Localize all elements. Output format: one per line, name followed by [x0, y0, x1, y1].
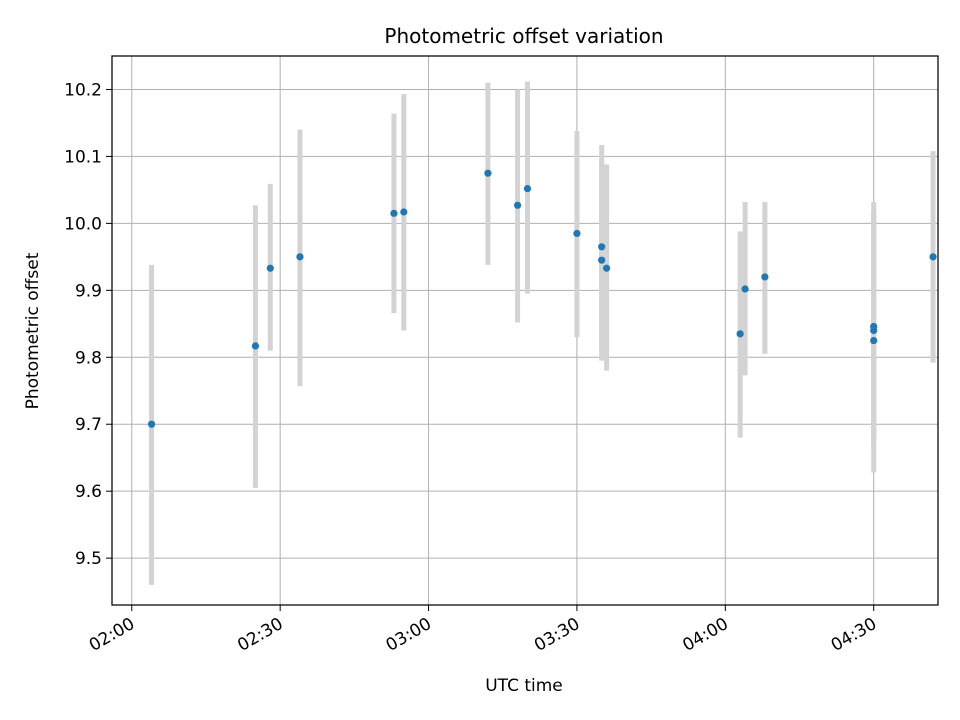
data-point: [573, 229, 581, 238]
x-axis: 02:00 02:30 03:00 03:30 04:00 04:30: [86, 605, 880, 656]
y-tick-label: 9.5: [75, 549, 102, 569]
data-point: [296, 253, 304, 261]
data-points: [147, 169, 937, 428]
y-axis-title: Photometric offset: [23, 252, 43, 409]
data-point: [484, 169, 492, 177]
plot-frame: [111, 55, 939, 606]
x-tick-label: 02:00: [86, 614, 138, 656]
data-point: [870, 322, 878, 331]
y-tick-label: 10.0: [64, 214, 102, 234]
y-tick-label: 10.1: [64, 147, 102, 167]
data-point: [523, 184, 532, 193]
x-tick-label: 03:00: [383, 614, 435, 656]
data-point: [736, 330, 744, 338]
y-tick-label: 9.8: [75, 348, 102, 368]
data-point: [513, 201, 522, 209]
data-point: [390, 209, 398, 217]
x-tick-label: 02:30: [234, 614, 286, 656]
y-tick-label: 9.6: [75, 482, 102, 502]
y-tick-label: 10.2: [64, 80, 102, 100]
x-tick-label: 04:30: [828, 614, 880, 656]
y-tick-label: 9.7: [75, 415, 102, 435]
data-point: [929, 253, 937, 261]
data-point: [266, 264, 274, 272]
data-point: [400, 208, 408, 216]
x-tick-label: 03:30: [531, 614, 583, 656]
data-point: [598, 256, 606, 264]
data-point: [147, 420, 156, 428]
data-point: [761, 273, 769, 281]
x-axis-title: UTC time: [485, 676, 563, 696]
chart-title: Photometric offset variation: [384, 24, 663, 48]
y-tick-label: 9.9: [75, 281, 102, 301]
data-point: [870, 336, 878, 345]
data-point: [741, 285, 749, 293]
x-tick-label: 04:00: [679, 614, 731, 656]
data-point: [598, 243, 606, 251]
error-bars: [149, 81, 936, 585]
y-axis: 9.5 9.6 9.7 9.8 9.9 10.0 10.1 10.2: [64, 80, 112, 569]
data-point: [603, 264, 611, 272]
data-point: [251, 342, 260, 350]
